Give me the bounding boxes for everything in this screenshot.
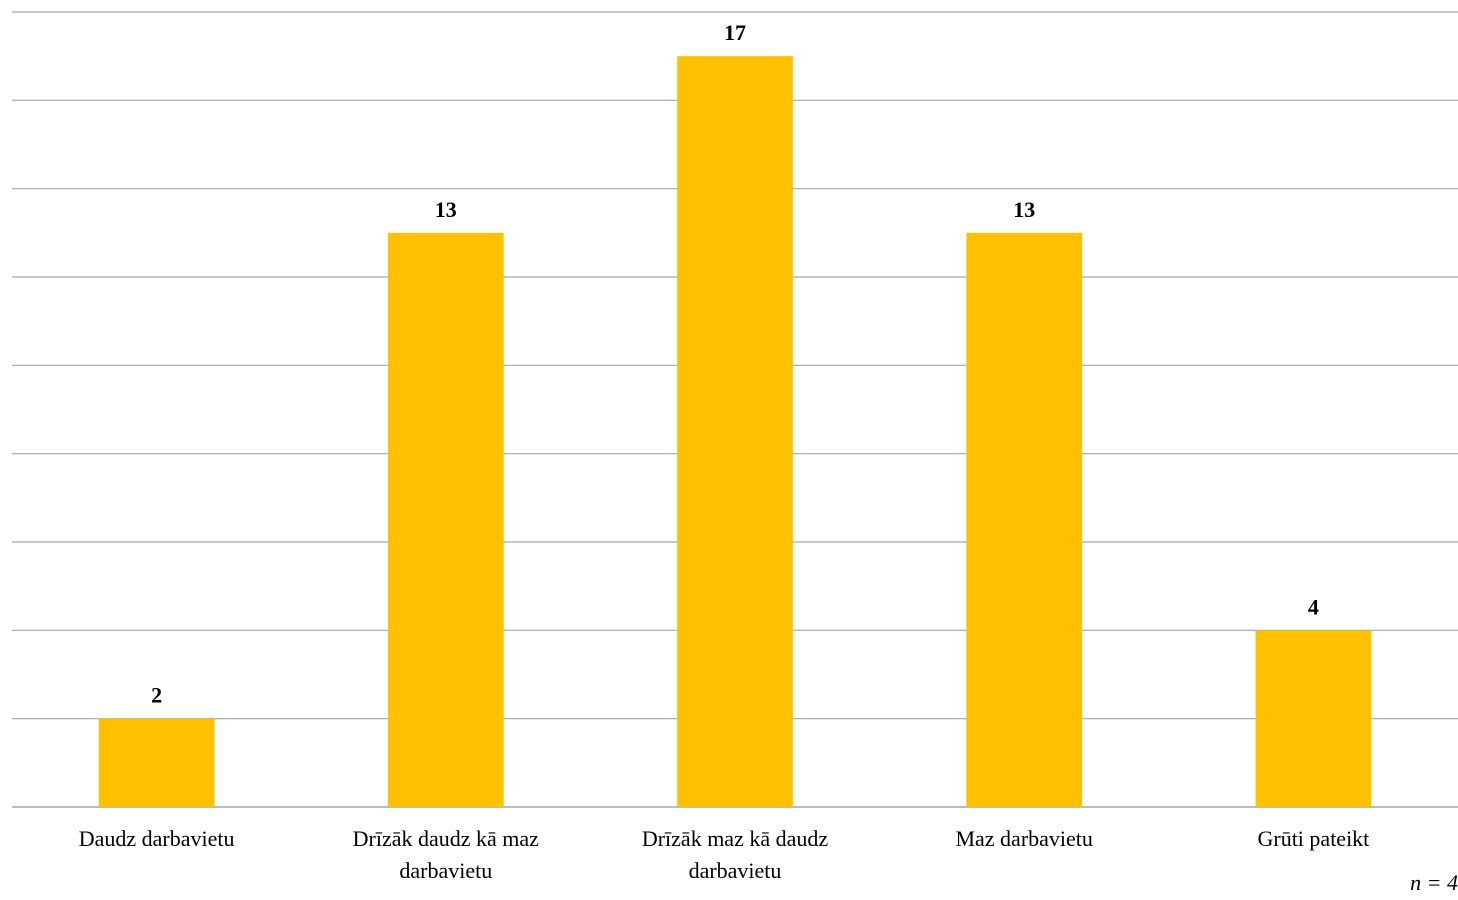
bar	[387, 232, 504, 808]
data-label: 13	[1013, 197, 1035, 222]
category-label: Drīzāk daudz kā maz	[353, 826, 540, 851]
bar	[98, 718, 215, 807]
bars	[98, 56, 1372, 808]
category-label: darbavietu	[689, 858, 782, 883]
data-label: 2	[151, 683, 162, 708]
sample-size-note: n = 4	[1410, 870, 1458, 895]
bar	[966, 232, 1083, 808]
category-labels: Daudz darbavietu Drīzāk daudz kā maz darba…	[79, 826, 1370, 883]
category-label: Maz darbavietu	[955, 826, 1092, 851]
category-label: Drīzāk maz kā daudz	[642, 826, 829, 851]
data-label: 13	[435, 197, 457, 222]
category-label: Grūti pateikt	[1257, 826, 1369, 851]
bar	[677, 56, 793, 807]
bar	[1255, 630, 1372, 807]
data-label: 17	[724, 20, 746, 45]
category-label: Daudz darbavietu	[79, 826, 235, 851]
category-label: darbavietu	[399, 858, 492, 883]
value-labels: 2 13 17 13 4	[151, 20, 1319, 708]
data-label: 4	[1308, 594, 1319, 619]
